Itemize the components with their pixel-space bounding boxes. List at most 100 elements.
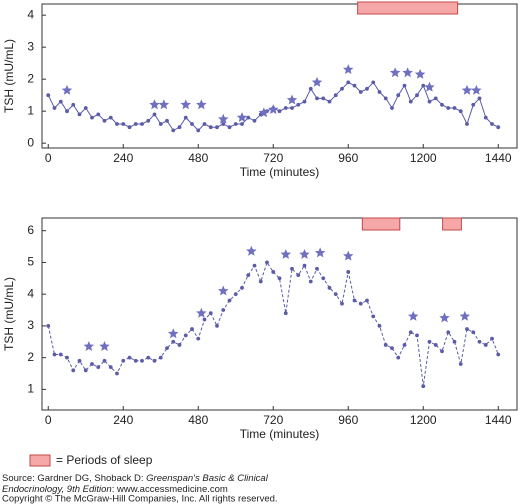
pulse-star xyxy=(439,312,450,323)
x-tick-label: 1440 xyxy=(485,413,512,427)
pulse-star xyxy=(246,245,257,256)
data-point xyxy=(340,301,344,306)
x-tick-label: 0 xyxy=(45,151,52,165)
pulse-star xyxy=(99,341,110,351)
pulse-star xyxy=(459,310,470,321)
data-point xyxy=(252,263,257,268)
pulse-star xyxy=(343,250,354,261)
data-point xyxy=(302,99,307,104)
data-point xyxy=(421,83,426,88)
data-point xyxy=(427,99,432,104)
data-point xyxy=(96,112,101,117)
data-point xyxy=(121,122,126,126)
pulse-star xyxy=(158,99,170,110)
x-tick-label: 1440 xyxy=(485,151,512,165)
data-point xyxy=(365,298,369,303)
data-point xyxy=(65,109,69,114)
data-point xyxy=(352,298,357,303)
data-point xyxy=(46,324,51,328)
data-point xyxy=(346,270,351,274)
x-tick-label: 1200 xyxy=(410,151,437,165)
data-point xyxy=(58,352,63,357)
x-tick-label: 240 xyxy=(113,151,133,165)
data-point xyxy=(196,336,201,341)
y-axis-label: TSH (mU/mL) xyxy=(2,39,16,113)
data-point xyxy=(65,355,69,360)
pulse-star xyxy=(168,328,179,339)
data-point xyxy=(190,327,194,331)
y-axis-label: TSH (mU/mL) xyxy=(2,277,16,351)
data-point xyxy=(158,355,163,360)
data-point xyxy=(390,106,394,110)
data-point xyxy=(452,339,457,344)
data-point xyxy=(496,352,501,357)
source-prefix: Source: Gardner DG, Shoback D: xyxy=(2,473,146,484)
data-point xyxy=(477,96,482,101)
data-point xyxy=(196,128,201,133)
data-point xyxy=(415,93,419,98)
y-tick-label: 5 xyxy=(27,255,34,269)
source-line: Source: Gardner DG, Shoback D: Greenspan… xyxy=(2,473,269,484)
x-tick-label: 480 xyxy=(188,151,208,165)
x-tick-label: 1200 xyxy=(410,413,437,427)
data-point xyxy=(46,93,51,98)
data-point xyxy=(246,115,251,120)
pulse-star xyxy=(414,68,426,79)
data-point xyxy=(296,273,301,278)
data-point xyxy=(308,279,313,284)
data-point xyxy=(146,355,151,360)
data-point xyxy=(108,115,113,120)
plot-frame xyxy=(41,3,518,149)
data-point xyxy=(446,330,451,335)
source-suffix: : www.accessmedicine.com xyxy=(112,484,228,495)
y-tick-label: 3 xyxy=(27,39,34,53)
data-point xyxy=(152,358,157,363)
data-point xyxy=(396,355,401,360)
data-point xyxy=(321,96,326,101)
data-point xyxy=(183,333,188,338)
data-point xyxy=(158,122,163,126)
data-point xyxy=(152,112,157,117)
data-point xyxy=(421,384,426,389)
data-point xyxy=(483,115,488,120)
data-point xyxy=(346,80,351,85)
x-tick-label: 720 xyxy=(263,151,283,165)
data-point xyxy=(452,106,457,110)
data-point xyxy=(296,102,301,107)
data-point xyxy=(71,102,76,107)
pulse-star xyxy=(286,94,298,105)
x-tick-label: 240 xyxy=(113,413,133,427)
data-point xyxy=(165,118,169,123)
data-point xyxy=(402,83,407,88)
data-point xyxy=(315,266,319,271)
data-point xyxy=(477,339,482,344)
data-point xyxy=(215,324,219,328)
data-point xyxy=(277,276,282,281)
data-point xyxy=(371,80,376,85)
data-point xyxy=(233,122,238,126)
data-point xyxy=(471,102,476,107)
y-tick-label: 3 xyxy=(27,318,34,332)
source-line: Endocrinology, 9th Edition: www.accessme… xyxy=(2,484,228,495)
data-point xyxy=(258,279,263,284)
data-point xyxy=(202,317,207,322)
y-tick-label: 2 xyxy=(27,350,34,364)
data-point xyxy=(265,260,269,265)
data-point xyxy=(365,86,369,91)
copyright: Copyright © The McGraw-Hill Companies, I… xyxy=(2,494,278,504)
data-point xyxy=(340,86,344,91)
data-point xyxy=(102,118,107,123)
series-line xyxy=(47,261,499,387)
pulse-star xyxy=(83,341,95,351)
pulse-star xyxy=(218,285,229,296)
data-point xyxy=(302,263,307,268)
data-point xyxy=(440,349,444,354)
x-axis-label: Time (minutes) xyxy=(240,165,320,179)
data-point xyxy=(458,362,463,366)
x-tick-label: 720 xyxy=(263,413,283,427)
data-point xyxy=(358,301,363,306)
data-point xyxy=(271,270,276,274)
data-point xyxy=(383,96,388,101)
data-point xyxy=(83,106,88,110)
